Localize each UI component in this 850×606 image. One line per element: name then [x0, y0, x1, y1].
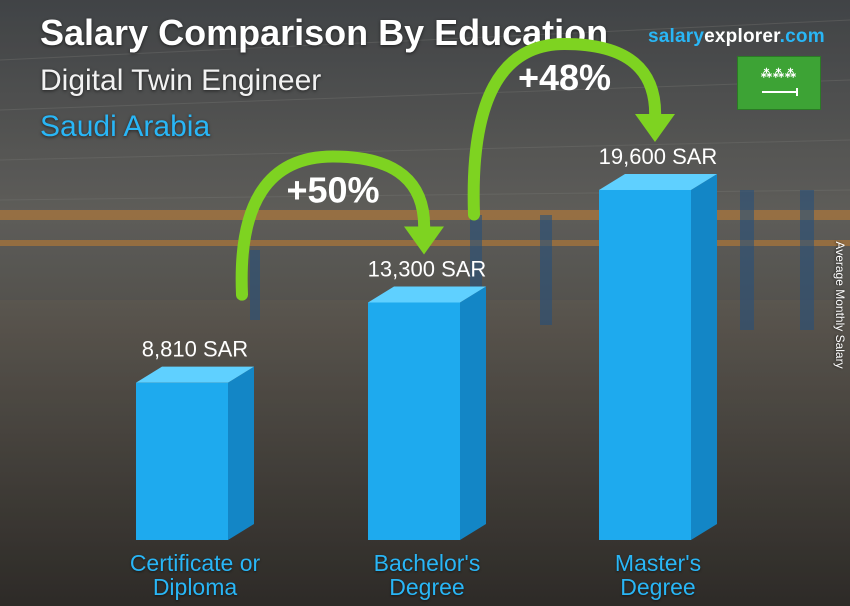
bar-value-label: 13,300 SAR	[368, 257, 487, 282]
increase-percent-label: +50%	[286, 170, 379, 211]
arrow-curve	[235, 150, 431, 301]
country-name: Saudi Arabia	[40, 110, 211, 143]
bar-top-face	[599, 174, 717, 190]
brand-part-com: .com	[779, 26, 825, 47]
saudi-arabia-flag-icon: ⁂⁂⁂	[737, 56, 821, 110]
bar-front-face	[368, 302, 460, 540]
bar-front-face	[136, 382, 228, 540]
category-label: Bachelor's Degree	[327, 551, 527, 599]
arrow-curve	[467, 37, 662, 221]
bar-top-face	[368, 286, 486, 303]
category-label: Certificate or Diploma	[95, 551, 295, 599]
bar-side-face	[460, 286, 486, 540]
arrow-head-icon	[404, 226, 444, 255]
bar-3	[599, 174, 717, 540]
category-label-line: Degree	[620, 574, 696, 600]
flag-sword-icon	[762, 91, 798, 93]
bar-2	[368, 286, 486, 540]
category-label-line: Diploma	[152, 574, 238, 600]
flag-sword-hilt-icon	[796, 88, 798, 96]
category-label-line: Master's	[614, 550, 702, 576]
bar-side-face	[691, 174, 717, 540]
arrow-head-icon	[635, 114, 675, 142]
category-label-line: Certificate or	[129, 550, 261, 576]
flag-script-icon: ⁂⁂⁂	[761, 68, 797, 80]
bar-value-label: 19,600 SAR	[599, 144, 718, 169]
category-label-line: Degree	[389, 574, 465, 600]
category-label: Master's Degree	[558, 551, 758, 599]
bar-front-face	[599, 190, 691, 540]
bar-1	[136, 366, 254, 540]
bar-side-face	[228, 366, 254, 540]
brand-logo[interactable]: salaryexplorer.com	[648, 26, 825, 48]
bar-top-face	[136, 366, 254, 383]
increase-arrow-1: +50%	[235, 150, 444, 301]
increase-arrow-2: +48%	[467, 37, 675, 221]
brand-part-salary: salary	[648, 26, 705, 47]
brand-part-explorer: explorer	[704, 26, 780, 47]
job-title: Digital Twin Engineer	[40, 64, 322, 97]
page-title: Salary Comparison By Education	[40, 12, 609, 53]
category-label-line: Bachelor's	[373, 550, 481, 576]
bar-value-label: 8,810 SAR	[142, 337, 248, 362]
increase-percent-label: +48%	[518, 57, 611, 98]
